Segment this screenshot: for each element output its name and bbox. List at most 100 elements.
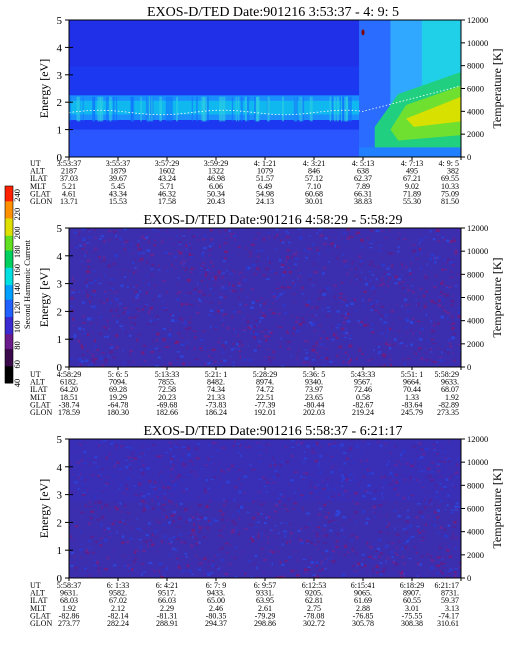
noise-cell (153, 285, 156, 287)
noise-cell (281, 563, 285, 566)
orbit-cell: 24.13 (256, 197, 274, 206)
noise-cell (120, 228, 122, 230)
noise-cell (416, 302, 420, 306)
noise-cell (84, 567, 87, 571)
noise-cell (99, 544, 102, 547)
noise-cell (347, 228, 350, 231)
noise-cell (227, 468, 231, 471)
noise-cell (249, 327, 253, 330)
noise-cell (86, 284, 88, 288)
colorbar-cell (5, 378, 13, 382)
noise-cell (408, 303, 410, 305)
noise-cell (114, 298, 119, 301)
noise-cell (161, 269, 165, 272)
noise-cell (88, 488, 90, 490)
noise-cell (401, 304, 403, 308)
noise-cell (256, 442, 260, 444)
noise-cell (272, 492, 274, 495)
noise-cell (421, 452, 426, 456)
colorbar-cell (5, 370, 13, 374)
noise-cell (397, 278, 402, 281)
noise-cell (168, 253, 172, 255)
noise-cell (258, 310, 262, 314)
orbit-cell: 6:15:41 (351, 581, 375, 590)
orbit-row-label: GLAT (30, 189, 51, 198)
noise-cell (265, 448, 267, 452)
noise-cell (161, 540, 163, 544)
noise-cell (230, 355, 232, 357)
noise-cell (211, 277, 214, 280)
panel-2: 012345020004000600080001000012000EXOS-D/… (30, 213, 504, 417)
colorbar-cell (5, 363, 13, 367)
noise-cell (185, 244, 188, 248)
noise-cell (432, 443, 437, 445)
noise-cell (301, 292, 304, 295)
noise-cell (224, 250, 228, 254)
noise-cell (181, 464, 185, 467)
noise-cell (238, 284, 242, 286)
orbit-cell: -75.55 (402, 611, 423, 620)
noise-cell (84, 281, 88, 284)
noise-cell (310, 561, 315, 564)
noise-cell (222, 512, 225, 515)
noise-cell (303, 526, 307, 528)
noise-cell (296, 353, 299, 356)
noise-cell (223, 280, 226, 282)
noise-cell (141, 351, 145, 355)
noise-cell (368, 271, 372, 273)
noise-cell (264, 339, 268, 342)
noise-cell (394, 563, 397, 566)
noise-cell (88, 230, 90, 233)
noise-cell (133, 299, 135, 302)
noise-cell (111, 513, 113, 516)
noise-cell (206, 269, 209, 271)
noise-cell (133, 560, 136, 563)
noise-cell (379, 444, 383, 447)
orbit-cell: 2.61 (258, 604, 272, 613)
orbit-cell: 9631. (60, 589, 78, 598)
noise-cell (126, 286, 129, 288)
noise-cell (401, 547, 404, 550)
orbit-cell: 219.24 (352, 408, 374, 417)
noise-cell (105, 456, 108, 460)
noise-cell (111, 348, 115, 350)
noise-cell (387, 280, 390, 282)
noise-cell (436, 556, 441, 559)
noise-cell (166, 486, 171, 489)
noise-cell (412, 332, 415, 335)
noise-cell (213, 462, 215, 465)
noise-cell (419, 241, 421, 245)
noise-cell (447, 276, 452, 279)
noise-cell (217, 307, 219, 310)
noise-cell (295, 441, 299, 444)
noise-cell (114, 506, 118, 509)
colorbar-tick-label: 160 (12, 264, 22, 277)
noise-cell (71, 276, 74, 280)
noise-cell (229, 233, 233, 235)
noise-cell (144, 540, 148, 543)
noise-cell (406, 310, 410, 313)
noise-cell (423, 305, 427, 309)
noise-cell (240, 469, 243, 472)
noise-cell (382, 484, 385, 488)
noise-cell (444, 285, 447, 287)
noise-cell (255, 319, 258, 323)
noise-cell (139, 493, 144, 497)
noise-cell (171, 502, 174, 505)
noise-cell (257, 532, 259, 535)
noise-cell (209, 302, 213, 304)
noise-cell (416, 303, 418, 306)
noise-cell (299, 538, 303, 542)
noise-cell (226, 500, 228, 502)
noise-cell (189, 514, 191, 516)
noise-cell (118, 566, 121, 568)
orbit-cell: 5:43:33 (351, 370, 375, 379)
noise-cell (280, 265, 284, 268)
noise-cell (293, 472, 296, 474)
noise-cell (92, 360, 97, 364)
noise-cell (312, 322, 317, 326)
noise-cell (435, 365, 437, 367)
y-tick-label: 3 (57, 70, 63, 82)
noise-cell (122, 554, 124, 557)
noise-cell (314, 271, 318, 274)
